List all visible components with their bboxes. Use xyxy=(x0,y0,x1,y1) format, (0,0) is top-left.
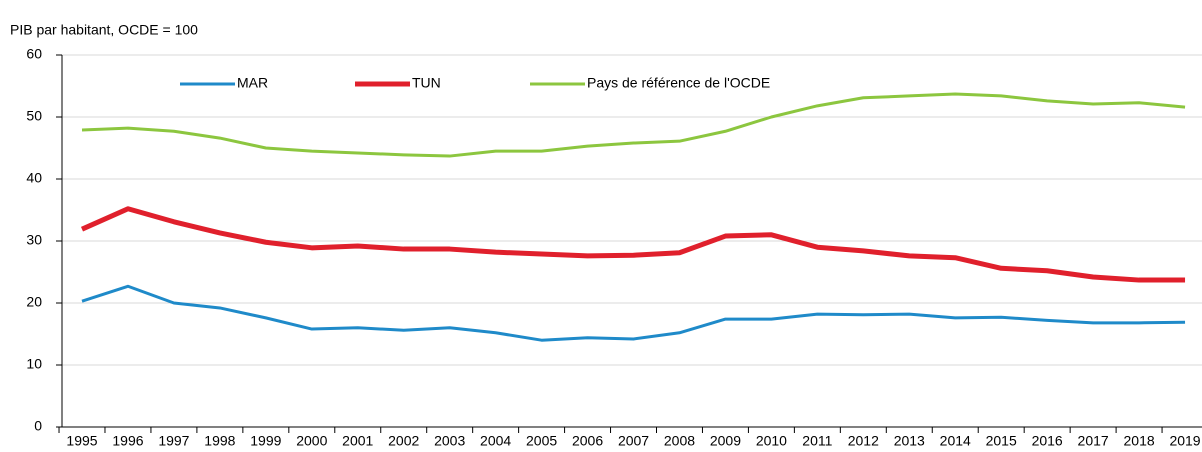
x-tick-label: 2015 xyxy=(986,433,1017,449)
series-line xyxy=(80,206,1186,283)
x-tick-label: 2008 xyxy=(664,433,695,449)
series-line xyxy=(81,92,1186,158)
y-tick-label: 40 xyxy=(26,170,42,186)
x-tick-label: 2017 xyxy=(1078,433,1109,449)
y-tick-label: 10 xyxy=(26,356,42,372)
x-tick-label: 2007 xyxy=(618,433,649,449)
x-tick-label: 2011 xyxy=(802,433,832,449)
y-axis-title: PIB par habitant, OCDE = 100 xyxy=(10,22,198,38)
x-tick-label: 2010 xyxy=(756,433,787,449)
y-tick-label: 20 xyxy=(26,294,42,310)
x-tick-label: 2009 xyxy=(710,433,741,449)
x-tick-label: 2012 xyxy=(848,433,879,449)
x-tick-label: 2003 xyxy=(434,433,465,449)
y-tick-label: 60 xyxy=(26,46,42,62)
y-tick-label: 0 xyxy=(34,418,42,434)
x-tick-label: 1997 xyxy=(158,433,189,449)
y-tick-label: 30 xyxy=(26,232,42,248)
x-tick-label: 2016 xyxy=(1032,433,1063,449)
x-tick-label: 2000 xyxy=(296,433,327,449)
x-tick-label: 2019 xyxy=(1169,433,1200,449)
x-tick-label: 2014 xyxy=(940,433,971,449)
x-tick-label: 2018 xyxy=(1124,433,1155,449)
y-tick-label: 50 xyxy=(26,108,42,124)
series-line xyxy=(81,284,1186,342)
x-tick-label: 1996 xyxy=(112,433,143,449)
x-tick-label: 2005 xyxy=(526,433,557,449)
x-tick-label: 2001 xyxy=(342,433,373,449)
x-tick-label: 1995 xyxy=(66,433,97,449)
x-tick-label: 1998 xyxy=(204,433,235,449)
x-tick-label: 2002 xyxy=(388,433,419,449)
legend-label: TUN xyxy=(412,75,441,91)
x-tick-label: 1999 xyxy=(250,433,281,449)
legend-label: Pays de référence de l'OCDE xyxy=(587,75,770,91)
x-tick-label: 2013 xyxy=(894,433,925,449)
x-tick-label: 2006 xyxy=(572,433,603,449)
legend-label: MAR xyxy=(237,75,268,91)
x-tick-label: 2004 xyxy=(480,433,511,449)
